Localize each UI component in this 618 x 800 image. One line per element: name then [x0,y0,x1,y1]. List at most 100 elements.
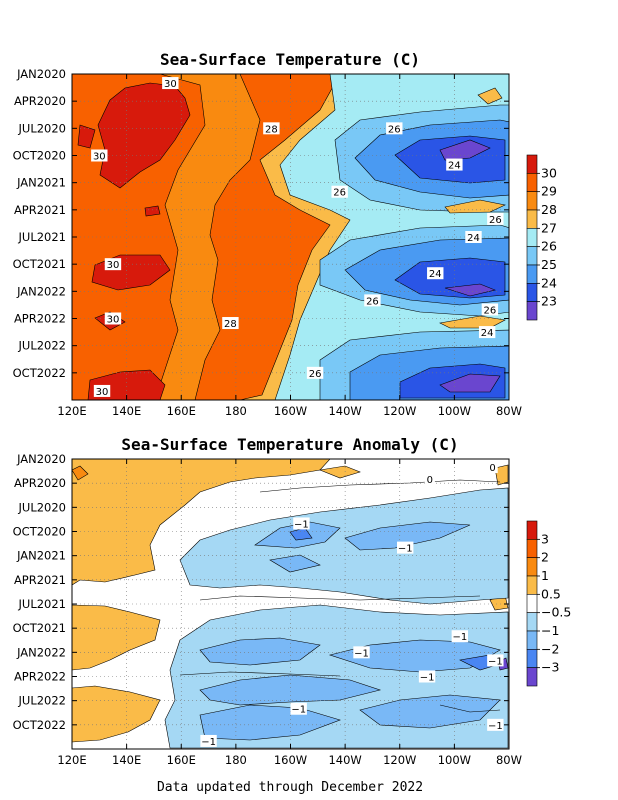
sst-xtick-label: 180 [225,404,247,418]
anomaly-xtick-label: 160W [274,753,307,767]
sst-ytick-label: APR2020 [14,94,66,108]
sst-ytick-label: OCT2022 [13,366,66,380]
anomaly-colorbar: 3 2 1 0.5 −0.5 −1 −2 −3 [526,520,571,687]
anomaly-contour-label-bg [418,670,436,683]
sst-colorbar: 30 29 28 27 26 25 24 23 [526,154,557,321]
sst-contour-label: 30 [96,387,109,398]
anomaly-ytick-label: JUL2022 [18,694,66,708]
sst-gridlines [72,74,509,400]
anomaly-colorbar-swatch [526,649,538,668]
anomaly-contour-label-bg [487,654,504,667]
anomaly-zero-contours [179,479,501,713]
sst-contour-label: 26 [489,215,502,226]
sst-xtick-label: 160E [167,404,196,418]
data-updated-note: Data updated through December 2022 [157,780,423,795]
sst-contour-label: 30 [107,315,120,326]
sst-colorbar-swatch [526,301,538,321]
anomaly-colorbar-swatch [526,630,538,650]
sst-colorbar-label: 26 [541,239,557,254]
sst-xtick-label: 80W [496,404,522,418]
anomaly-x-axis: 120E 140E 160E 180 160W 140W 120W 100W 80W [57,459,522,767]
anomaly-colorbar-swatch [526,557,538,577]
sst-colorbar-label: 25 [541,257,557,272]
anomaly-contour-label: −1 [398,544,413,555]
anomaly-contour-label: −1 [488,656,503,667]
anomaly-contour-label: 0 [427,475,433,486]
sst-ytick-label: JAN2020 [16,67,66,81]
anomaly-contour-label-bg [397,541,414,554]
sst-colorbar-label: 23 [541,294,557,309]
anomaly-panel: Sea-Surface Temperature Anomaly (C) JAN2… [13,435,572,767]
sst-colorbar-label: 30 [541,165,557,180]
anomaly-colorbar-swatch [526,575,538,595]
sst-contour-label-bg [263,122,280,135]
anomaly-contour-label-bg [451,630,469,643]
anomaly-region-pos-west [72,459,331,743]
sst-contour-label: 24 [481,328,494,339]
anomaly-colorbar-label: 2 [541,550,549,565]
sst-colorbar-label: 24 [541,275,557,290]
sst-ytick-label: JUL2022 [18,339,66,353]
anomaly-ytick-label: OCT2022 [13,718,66,732]
anomaly-colorbar-label: −2 [541,641,559,656]
sst-ytick-label: JUL2020 [18,121,66,135]
anomaly-ytick-label: JUL2020 [18,500,66,514]
anomaly-contour-label-bg [290,702,307,715]
sst-colorbar-swatch [526,228,538,247]
anomaly-ytick-label: JUL2021 [18,597,66,611]
sst-ytick-label: JAN2021 [16,176,66,190]
sst-colorbar-swatch [526,154,538,174]
anomaly-colorbar-label: 3 [541,531,549,546]
anomaly-contour-label: −1 [420,673,435,684]
anomaly-ytick-label: JAN2020 [16,452,66,466]
anomaly-colorbar-swatch [526,539,538,558]
anomaly-contour-label: −1 [201,737,216,748]
anomaly-y-axis: JAN2020 APR2020 JUL2020 OCT2020 JAN2021 APR20… [13,452,509,732]
anomaly-colorbar-label: −1 [541,623,559,638]
sst-contour-label-bg [222,317,239,330]
sst-contour-label: 28 [265,124,278,135]
sst-colorbar-swatch [526,173,538,192]
sst-contour-label: 26 [484,305,497,316]
anomaly-xtick-label: 140E [112,753,141,767]
sst-region-22 [439,139,501,393]
sst-contour-label-bg [331,185,348,198]
sst-contour-label-bg [487,212,504,225]
sst-colorbar-swatch [526,209,538,229]
anomaly-xtick-label: 180 [225,753,247,767]
sst-contour-label: 24 [467,233,480,244]
anomaly-contour-label: −1 [452,632,467,643]
anomaly-contour-label-bg [487,718,504,731]
sst-contour-label-bg [481,303,499,316]
anomaly-colorbar-swatch [526,612,538,632]
anomaly-contour-label: 0 [489,463,495,474]
sst-ytick-label: JAN2022 [16,284,66,298]
sst-y-axis: JAN2020 APR2020 JUL2020 OCT2020 JAN2021 APR20… [13,67,509,380]
sst-contour-label-bg [427,267,444,280]
anomaly-title: Sea-Surface Temperature Anomaly (C) [121,435,458,454]
anomaly-contour-label-bg [200,734,217,747]
sst-colorbar-label: 29 [541,184,557,199]
sst-contour-label-bg [104,258,122,271]
sst-title: Sea-Surface Temperature (C) [160,50,420,69]
sst-colorbar-swatch [526,191,538,211]
sst-contour-label: 28 [224,319,237,330]
anomaly-region-neg1 [199,521,501,741]
sst-contour-label-bg [364,294,381,307]
anomaly-ytick-label: JAN2022 [16,645,66,659]
anomaly-colorbar-label: −0.5 [541,605,571,620]
anomaly-contour-label-bg [353,646,370,659]
anomaly-contour-label-bg [487,461,498,474]
sst-contour-label-bg [91,149,108,162]
sst-contour-label: 30 [107,260,120,271]
anomaly-xtick-label: 160E [167,753,196,767]
sst-contour-label: 24 [448,161,461,172]
anomaly-xtick-label: 140W [328,753,361,767]
anomaly-colorbar-label: −3 [541,660,559,675]
anomaly-contour-label: −1 [291,705,306,716]
sst-colorbar-label: 28 [541,202,557,217]
anomaly-colorbar-swatch [526,520,538,540]
anomaly-ytick-label: OCT2020 [13,525,66,539]
anomaly-gridlines [72,459,509,749]
sst-xtick-label: 160W [274,404,307,418]
